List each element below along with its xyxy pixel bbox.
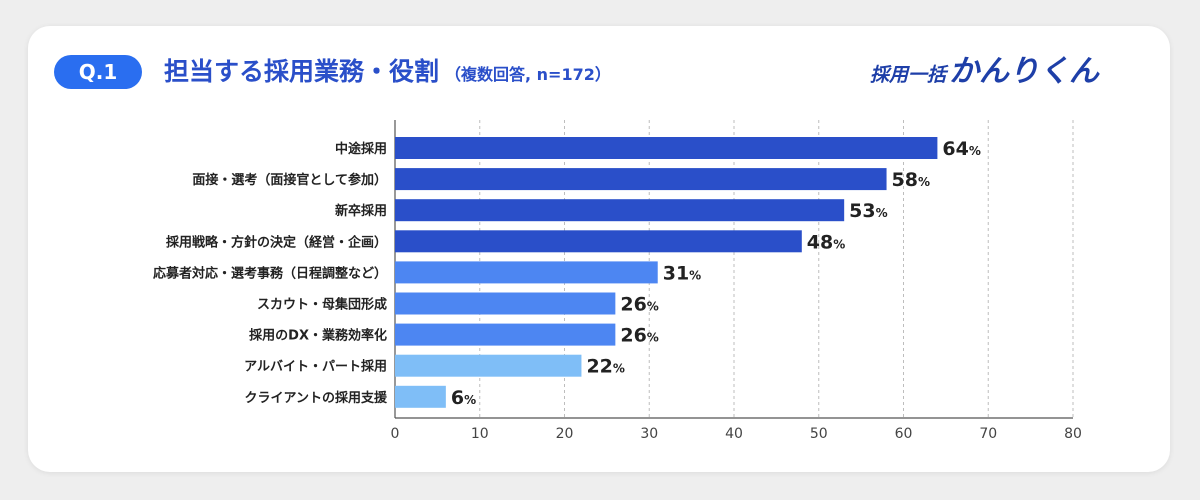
data-label: 64% — [942, 138, 980, 160]
x-tick-label: 20 — [556, 426, 574, 442]
bar — [395, 137, 938, 159]
bar — [395, 354, 582, 377]
category-label: 中途採用 — [335, 141, 387, 157]
question-badge: Q.1 — [54, 55, 142, 89]
data-label: 22% — [586, 356, 624, 378]
category-label: 新卒採用 — [335, 203, 387, 219]
x-tick-label: 40 — [725, 426, 743, 442]
data-label: 53% — [849, 200, 887, 222]
bar — [395, 323, 616, 346]
chart-subtitle: （複数回答, n=172） — [445, 65, 611, 84]
brand-logo-part1: 採用一括 — [870, 64, 947, 86]
x-tick-label: 80 — [1064, 426, 1082, 442]
x-tick-label: 10 — [471, 426, 489, 442]
x-tick-label: 60 — [895, 426, 913, 442]
category-label: 応募者対応・選考事務（日程調整など） — [153, 265, 387, 281]
x-tick-label: 70 — [979, 426, 997, 442]
bar — [395, 168, 887, 191]
data-label: 31% — [663, 262, 701, 284]
category-label: 面接・選考（面接官として参加） — [192, 172, 387, 188]
bar — [395, 199, 845, 222]
category-label: 採用のDX・業務効率化 — [249, 328, 387, 344]
brand-logo: 採用一括 かんりくん — [870, 52, 1099, 92]
data-label: 48% — [807, 231, 845, 253]
category-label: 採用戦略・方針の決定（経営・企画） — [166, 234, 387, 250]
category-label: アルバイト・パート採用 — [244, 359, 387, 375]
x-tick-label: 50 — [810, 426, 828, 442]
category-label: スカウト・母集団形成 — [257, 297, 387, 313]
data-label: 26% — [620, 294, 658, 316]
x-tick-label: 30 — [640, 426, 658, 442]
bar — [395, 292, 616, 315]
x-tick-label: 0 — [391, 426, 400, 442]
chart-title-main: 担当する採用業務・役割 — [164, 57, 440, 86]
category-label: クライアントの採用支援 — [245, 390, 388, 406]
chart-title: 担当する採用業務・役割 （複数回答, n=172） — [164, 55, 611, 89]
data-label: 26% — [620, 325, 658, 347]
bar — [395, 261, 658, 284]
brand-logo-part2: かんりくん — [949, 54, 1100, 89]
data-label: 6% — [451, 387, 476, 409]
bar — [395, 230, 802, 253]
bar — [395, 385, 446, 408]
data-label: 58% — [892, 169, 930, 191]
